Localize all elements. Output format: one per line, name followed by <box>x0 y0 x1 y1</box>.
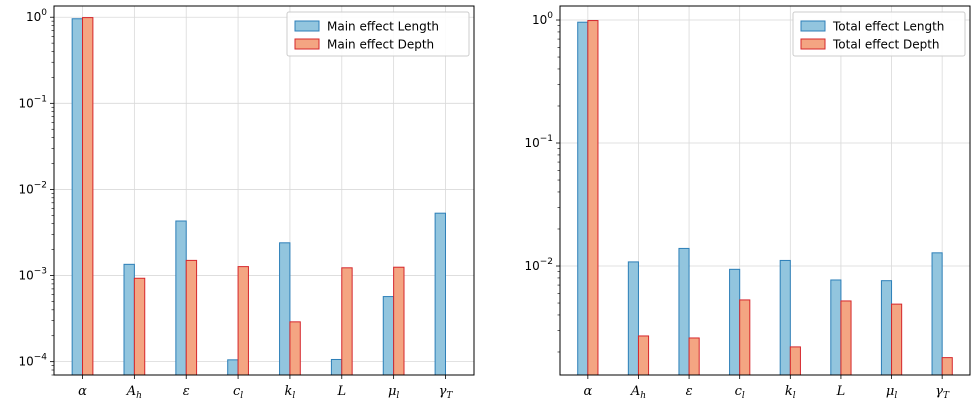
x-tick-label: kl <box>785 384 796 401</box>
bar-length-4 <box>779 259 791 376</box>
bar-length-6 <box>382 296 395 376</box>
x-tick-label: ε <box>686 384 693 399</box>
bar-depth-7 <box>941 357 953 376</box>
bar-depth-3 <box>739 299 751 376</box>
bar-depth-6 <box>891 303 903 376</box>
y-tick-label: 100 <box>532 11 553 27</box>
legend-swatch-length <box>294 20 320 32</box>
y-tick-label: 10−3 <box>18 267 47 283</box>
bar-length-1 <box>123 263 135 376</box>
y-tick-label: 10−2 <box>18 180 47 196</box>
x-tick-label: γT <box>439 384 454 401</box>
x-tick-label: L <box>336 384 346 399</box>
bar-depth-6 <box>393 266 405 376</box>
bar-depth-0 <box>82 17 94 376</box>
y-tick-label: 10−1 <box>524 134 553 150</box>
bar-length-2 <box>175 220 187 376</box>
x-tick-label: Ah <box>630 384 646 401</box>
bar-length-0 <box>577 21 589 376</box>
y-tick-label: 10−1 <box>18 94 47 110</box>
bar-depth-2 <box>688 337 700 376</box>
legend-label-length: Main effect Length <box>327 20 439 34</box>
bar-length-1 <box>627 261 639 376</box>
bar-depth-2 <box>185 259 198 376</box>
bar-length-2 <box>678 247 690 376</box>
legend-label-depth: Total effect Depth <box>832 38 940 52</box>
bar-depth-5 <box>840 300 852 376</box>
x-tick-label: γT <box>935 384 950 401</box>
x-tick-label: cl <box>735 384 745 401</box>
bar-length-5 <box>830 279 842 376</box>
bar-depth-3 <box>237 266 249 376</box>
x-tick-label: μl <box>886 384 897 401</box>
bar-depth-1 <box>637 335 650 376</box>
legend-swatch-depth <box>294 38 320 50</box>
x-tick-label: cl <box>233 384 243 401</box>
bar-depth-4 <box>789 346 801 376</box>
bar-depth-5 <box>341 267 353 376</box>
legend-label-depth: Main effect Depth <box>327 38 434 52</box>
bar-depth-4 <box>289 321 301 376</box>
legend: Main effect Length Main effect Depth <box>286 11 470 57</box>
x-tick-label: α <box>78 384 87 399</box>
legend-swatch-depth <box>800 38 826 50</box>
legend-box <box>792 11 966 57</box>
y-tick-label: 100 <box>26 8 47 24</box>
bar-length-6 <box>880 280 893 376</box>
axes-frame <box>559 5 971 376</box>
y-tick-label: 10−2 <box>524 257 553 273</box>
x-tick-label: α <box>583 384 592 399</box>
legend: Total effect Length Total effect Depth <box>792 11 966 57</box>
legend-box <box>286 11 470 57</box>
axes-frame <box>53 5 475 376</box>
x-tick-label: Ah <box>126 384 142 401</box>
x-tick-label: μl <box>388 384 399 401</box>
bar-length-0 <box>71 18 84 376</box>
bar-length-3 <box>729 268 741 376</box>
bar-length-7 <box>931 252 943 376</box>
bar-length-5 <box>330 358 343 376</box>
x-tick-label: ε <box>183 384 190 399</box>
bar-depth-1 <box>133 277 146 376</box>
x-tick-label: L <box>836 384 846 399</box>
bar-length-3 <box>227 359 239 376</box>
legend-swatch-length <box>800 20 826 32</box>
bar-length-4 <box>279 242 291 376</box>
x-tick-label: kl <box>285 384 296 401</box>
bar-depth-0 <box>587 20 599 376</box>
bar-length-7 <box>434 212 446 376</box>
y-tick-label: 10−4 <box>18 353 47 369</box>
legend-label-length: Total effect Length <box>832 20 944 34</box>
